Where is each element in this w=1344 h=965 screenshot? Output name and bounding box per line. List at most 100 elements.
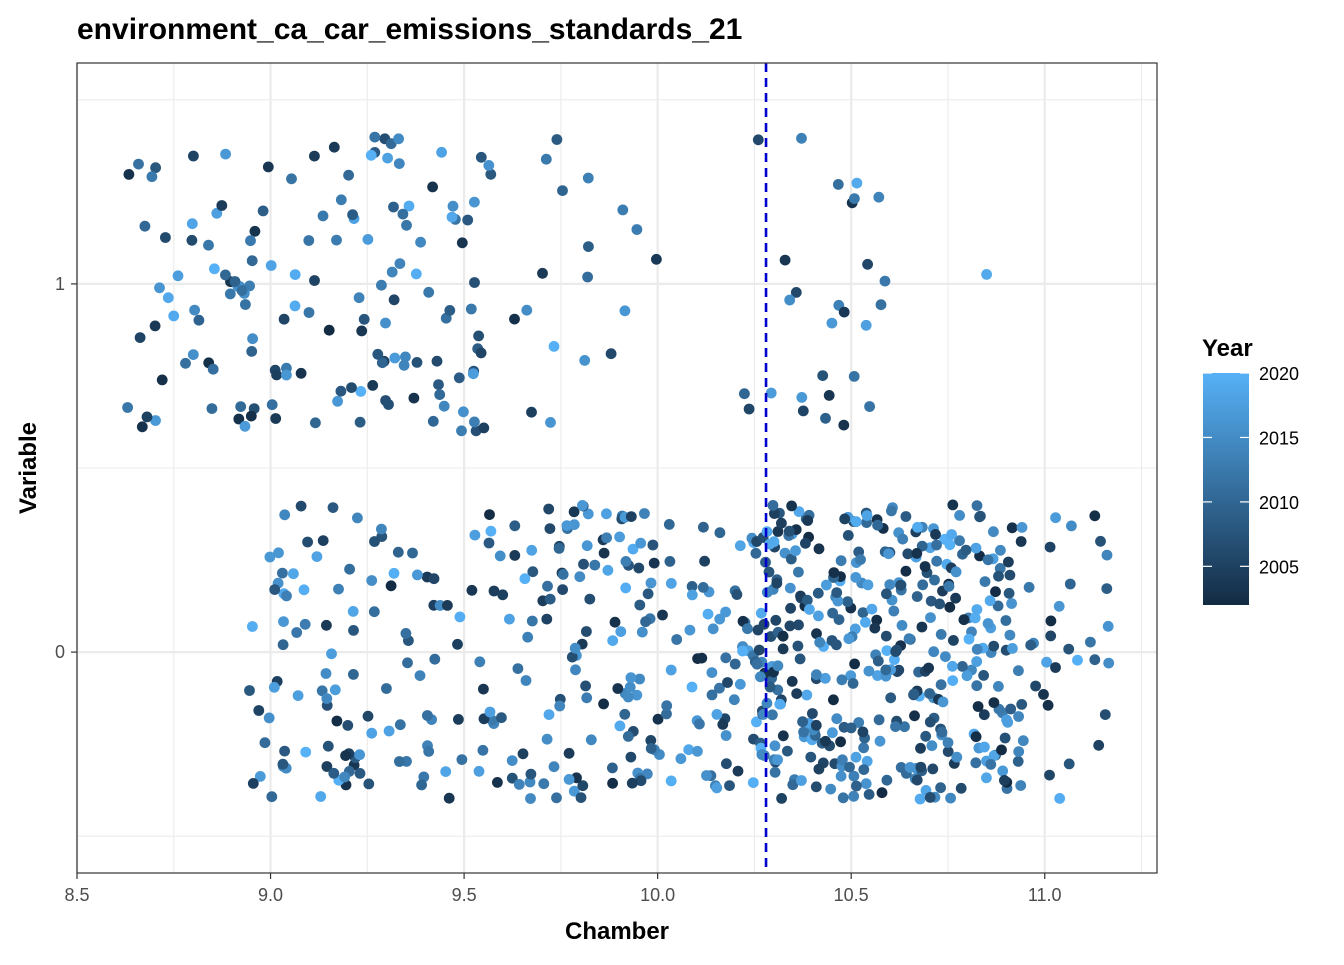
data-point [827,607,838,619]
data-point [826,317,838,329]
data-point [557,569,569,580]
data-point [512,663,524,674]
data-point [281,590,292,602]
data-point [328,767,340,779]
data-point [1063,758,1075,770]
data-point [900,511,912,522]
data-point [848,770,860,782]
data-point [652,713,664,725]
data-point [627,543,639,555]
data-point [537,267,548,279]
chart-title: environment_ca_car_emissions_standards_2… [77,13,742,46]
data-point [188,150,199,162]
data-point [619,305,631,317]
data-point [777,730,789,742]
data-point [884,579,896,590]
data-point [422,710,433,721]
data-point [801,689,813,701]
data-point [288,568,299,580]
data-point [607,635,619,646]
x-tick-label: 10.5 [834,885,869,905]
data-point [807,708,818,719]
data-point [239,420,251,432]
data-point [328,141,340,153]
data-point [701,770,712,781]
data-point [857,607,869,618]
data-point [776,517,787,529]
data-point [686,581,698,592]
data-point [817,370,829,381]
data-point [860,616,871,628]
data-point [354,416,366,428]
data-point [506,755,518,766]
x-axis-title: Chamber [565,918,669,945]
data-point [561,520,573,531]
data-point [605,348,617,360]
data-point [335,385,347,397]
data-point [139,220,151,232]
data-point [1044,769,1055,781]
data-point [277,639,289,651]
data-point [940,651,951,662]
data-point [823,390,835,401]
data-point [427,181,438,193]
data-point [890,646,902,657]
data-point [786,676,798,687]
data-point [456,754,468,765]
data-point [995,544,1006,556]
data-point [634,599,646,611]
data-point [625,672,637,684]
data-point [263,712,275,724]
data-point [1030,680,1041,692]
data-point [769,508,780,519]
data-point [589,559,601,571]
data-point [714,682,725,694]
data-point [483,537,495,549]
data-point [1006,598,1017,609]
data-point [410,268,422,280]
data-point [848,371,860,382]
data-point [598,698,609,710]
data-point [320,668,332,679]
data-point [793,506,805,517]
data-point [985,759,997,770]
data-point [978,709,990,721]
data-point [981,269,992,280]
x-axis: 8.5 9.0 9.5 10.0 10.5 11.0 [64,873,1062,905]
data-point [602,564,614,576]
data-point [862,579,874,591]
data-point [755,607,767,619]
data-point [1095,535,1106,547]
data-point [761,697,773,709]
data-point [348,625,359,636]
data-point [414,670,426,681]
data-point [443,792,455,804]
data-point [473,765,485,777]
data-point [524,776,536,788]
data-point [692,745,703,757]
data-point [706,689,718,701]
data-point [383,725,395,737]
legend-title: Year [1202,335,1253,362]
data-point [353,292,365,304]
data-point [847,678,859,689]
data-point [376,279,387,291]
data-point [642,588,654,600]
data-point [851,780,862,792]
data-point [136,421,148,433]
data-point [855,554,866,565]
data-point [452,638,463,650]
data-point [484,706,496,718]
data-point [993,570,1004,582]
data-point [702,608,714,620]
data-point [722,677,733,688]
data-point [988,640,1000,652]
data-point [900,565,912,577]
data-point [1038,689,1049,700]
data-point [394,756,405,767]
data-point [837,792,849,804]
data-point [141,411,153,423]
data-point [1054,793,1066,804]
data-point [494,550,506,562]
data-point [711,709,723,720]
